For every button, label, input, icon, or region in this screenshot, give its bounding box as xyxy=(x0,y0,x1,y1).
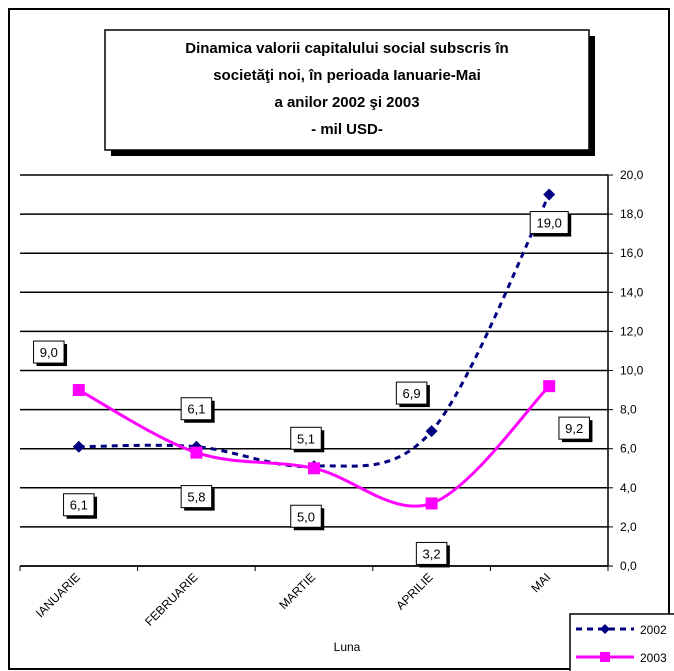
data-point-2003 xyxy=(190,446,203,459)
data-labels: 6,1 6,1 5,1 6,9 19,0 9,0 5,8 5,0 3,2 9,2 xyxy=(33,211,593,568)
data-label-2003: 9,2 xyxy=(565,421,583,436)
data-point-2002 xyxy=(425,425,438,438)
y-tick-label: 12,0 xyxy=(620,324,644,338)
data-label-2003: 9,0 xyxy=(40,345,58,360)
series-line-2002 xyxy=(78,193,551,469)
data-label-box xyxy=(415,541,448,565)
title-line-3: a anilor 2002 şi 2003 xyxy=(274,94,419,111)
title-box xyxy=(104,29,590,151)
title-line-2: societăţi noi, în perioada Ianuarie-Mai xyxy=(213,67,481,84)
data-point-2002 xyxy=(543,188,556,201)
data-label-2003: 3,2 xyxy=(423,546,441,561)
y-tick-label: 16,0 xyxy=(620,246,644,260)
data-point-2003 xyxy=(425,497,438,510)
data-label-box xyxy=(180,485,213,509)
y-tick-label: 8,0 xyxy=(620,403,637,417)
legend-box xyxy=(569,613,674,671)
data-label-2003: 5,0 xyxy=(297,509,315,524)
series-markers xyxy=(72,188,556,510)
legend-marker-2002 xyxy=(600,624,610,634)
data-label-box xyxy=(33,340,65,364)
x-axis-label: Luna xyxy=(334,640,361,654)
data-label-box xyxy=(63,493,95,517)
data-label-box xyxy=(558,416,590,440)
legend-label-2002: 2002 xyxy=(640,623,667,637)
y-tick-label: 18,0 xyxy=(620,207,644,221)
data-label-2003: 5,8 xyxy=(187,490,205,505)
legend: 2002 2003 xyxy=(569,613,674,671)
y-tick-label: 2,0 xyxy=(620,520,637,534)
legend-marker-2003 xyxy=(600,652,610,662)
data-label-2002: 19,0 xyxy=(537,216,562,231)
title-line-4: - mil USD- xyxy=(311,121,383,138)
data-label-2002: 6,1 xyxy=(70,498,88,513)
data-label-2002: 6,1 xyxy=(187,402,205,417)
data-label-box xyxy=(529,211,569,235)
y-tick-label: 20,0 xyxy=(620,168,644,182)
data-label-2002: 6,9 xyxy=(403,386,421,401)
data-label-box xyxy=(395,381,428,405)
data-point-2003 xyxy=(308,462,320,475)
title-line-1: Dinamica valorii capitalului social subs… xyxy=(185,40,508,57)
y-tick-label: 6,0 xyxy=(620,442,637,456)
data-label-box xyxy=(290,426,322,450)
data-label-2002: 5,1 xyxy=(297,431,315,446)
legend-label-2003: 2003 xyxy=(640,651,667,665)
y-tick-label: 4,0 xyxy=(620,481,637,495)
y-tick-label: 0,0 xyxy=(620,559,637,573)
data-point-2003 xyxy=(543,380,556,393)
y-tick-label: 10,0 xyxy=(620,364,644,378)
data-point-2003 xyxy=(72,384,85,397)
data-label-box xyxy=(180,397,213,421)
data-label-box xyxy=(290,504,322,528)
data-point-2002 xyxy=(72,440,85,453)
y-tick-label: 14,0 xyxy=(620,285,644,299)
